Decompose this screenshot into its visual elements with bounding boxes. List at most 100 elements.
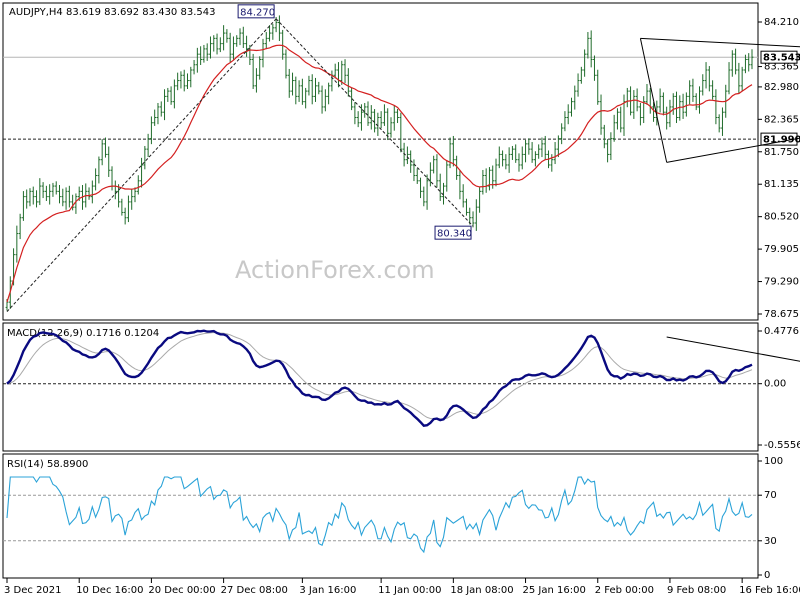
- ohlc-bar: [524, 139, 527, 163]
- macd-trendline: [666, 336, 800, 362]
- ohlc-bar: [684, 92, 688, 117]
- ohlc-bar: [156, 102, 160, 125]
- ohlc-bar: [415, 168, 419, 184]
- ohlc-bar: [665, 106, 669, 130]
- ohlc-bar: [471, 211, 475, 228]
- price-tick-label: 79.290: [764, 277, 799, 288]
- ohlc-bar: [652, 102, 655, 122]
- ohlc-bar: [445, 160, 449, 192]
- time-tick-label: 2 Feb 00:00: [595, 585, 654, 596]
- ohlc-bar: [602, 124, 606, 149]
- ohlc-bar: [737, 62, 741, 94]
- ohlc-bar: [645, 83, 649, 105]
- ohlc-bar: [343, 59, 347, 84]
- ohlc-bar: [609, 132, 613, 160]
- ohlc-bar: [399, 112, 403, 153]
- ohlc-bar: [606, 139, 609, 163]
- ohlc-bar: [90, 180, 94, 204]
- ohlc-bar: [619, 106, 623, 133]
- ohlc-bar: [530, 142, 534, 163]
- ohlc-bar: [136, 175, 140, 195]
- ohlc-bar: [428, 162, 432, 187]
- ohlc-bar: [661, 92, 665, 116]
- price-annotation-label: 84.270: [240, 7, 275, 18]
- rsi-pane-border: [2, 453, 759, 579]
- rsi-pane: RSI(14) 58.8900 100 70 30 0: [2, 453, 783, 581]
- price-annotation-label: 80.340: [437, 229, 472, 240]
- ohlc-bar: [507, 147, 511, 173]
- macd-tick-label: 0.00: [764, 379, 786, 390]
- ohlc-bar: [41, 182, 45, 199]
- ohlc-bar: [238, 28, 242, 46]
- ohlc-bar: [612, 114, 616, 142]
- ohlc-bar: [363, 102, 367, 118]
- ohlc-bar: [511, 145, 514, 160]
- ohlc-bar: [698, 86, 701, 114]
- price-title: AUDJPY,H4 83.619 83.692 83.430 83.543: [9, 7, 215, 18]
- falling-dashed-trendline: [275, 18, 474, 227]
- ohlc-bar: [425, 174, 429, 210]
- ohlc-bar: [409, 150, 413, 173]
- ohlc-bar: [639, 102, 642, 126]
- ohlc-bar: [734, 48, 737, 75]
- ohlc-bar: [481, 169, 485, 195]
- ohlc-bar: [668, 99, 672, 128]
- time-tick-label: 20 Dec 00:00: [148, 585, 215, 596]
- ohlc-bar: [537, 144, 541, 159]
- ohlc-bar: [245, 35, 248, 57]
- ohlc-bar: [97, 156, 101, 184]
- price-level-lines: [3, 56, 758, 140]
- ohlc-bar: [44, 185, 48, 201]
- ohlc-bar: [127, 195, 130, 223]
- ohlc-bar: [596, 69, 600, 105]
- ohlc-bar: [694, 93, 698, 111]
- macd-signal-line: [6, 331, 753, 420]
- ohlc-bar: [474, 199, 478, 231]
- ohlc-bar: [205, 43, 209, 61]
- ohlc-bar: [35, 190, 38, 208]
- ohlc-bar: [225, 29, 229, 43]
- ohlc-bar: [179, 71, 183, 89]
- price-tick-label: 81.135: [764, 179, 799, 190]
- ohlc-bar: [599, 94, 603, 135]
- ohlc-bar: [478, 187, 481, 213]
- ohlc-bar: [501, 150, 504, 167]
- macd-y-axis: 0.4776 0.00 -0.5556: [3, 326, 800, 451]
- ohlc-bar: [333, 63, 337, 79]
- ohlc-bar: [18, 213, 22, 240]
- ohlc-bar: [675, 91, 678, 124]
- ohlc-bar: [317, 81, 321, 95]
- ohlc-bar: [721, 107, 724, 136]
- ohlc-bar: [235, 35, 239, 47]
- ohlc-bar: [54, 181, 58, 195]
- ohlc-bar: [750, 49, 754, 70]
- ohlc-bar: [566, 104, 570, 125]
- ohlc-bar: [412, 159, 416, 182]
- ohlc-bar: [159, 101, 163, 117]
- macd-title: MACD(12,26,9) 0.1716 0.1204: [7, 328, 159, 339]
- ohlc-bar: [323, 89, 327, 112]
- ohlc-bar: [704, 62, 708, 89]
- ohlc-bar: [61, 188, 65, 207]
- ohlc-bar: [172, 79, 176, 109]
- ohlc-bar: [232, 36, 235, 60]
- ohlc-bar: [271, 23, 275, 40]
- macd-pane-border: [2, 322, 759, 452]
- time-tick-label: 10 Dec 16:00: [76, 585, 143, 596]
- price-tick-label: 80.520: [764, 212, 799, 223]
- price-tick-label: 81.750: [764, 147, 799, 158]
- ohlc-bar: [642, 96, 646, 124]
- ohlc-bar: [494, 158, 498, 187]
- ohlc-bar: [199, 46, 203, 65]
- ohlc-bar: [553, 142, 557, 165]
- ohlc-bar: [369, 105, 373, 130]
- ohlc-bar: [163, 89, 166, 121]
- ohlc-bar: [25, 189, 29, 209]
- rsi-tick-label: 30: [764, 536, 777, 547]
- ohlc-bar: [215, 33, 219, 55]
- ohlc-bar: [396, 109, 399, 124]
- ohlc-bar: [579, 66, 583, 84]
- ohlc-bar: [556, 135, 560, 158]
- ohlc-bar: [379, 111, 383, 129]
- ohlc-bar: [22, 191, 25, 221]
